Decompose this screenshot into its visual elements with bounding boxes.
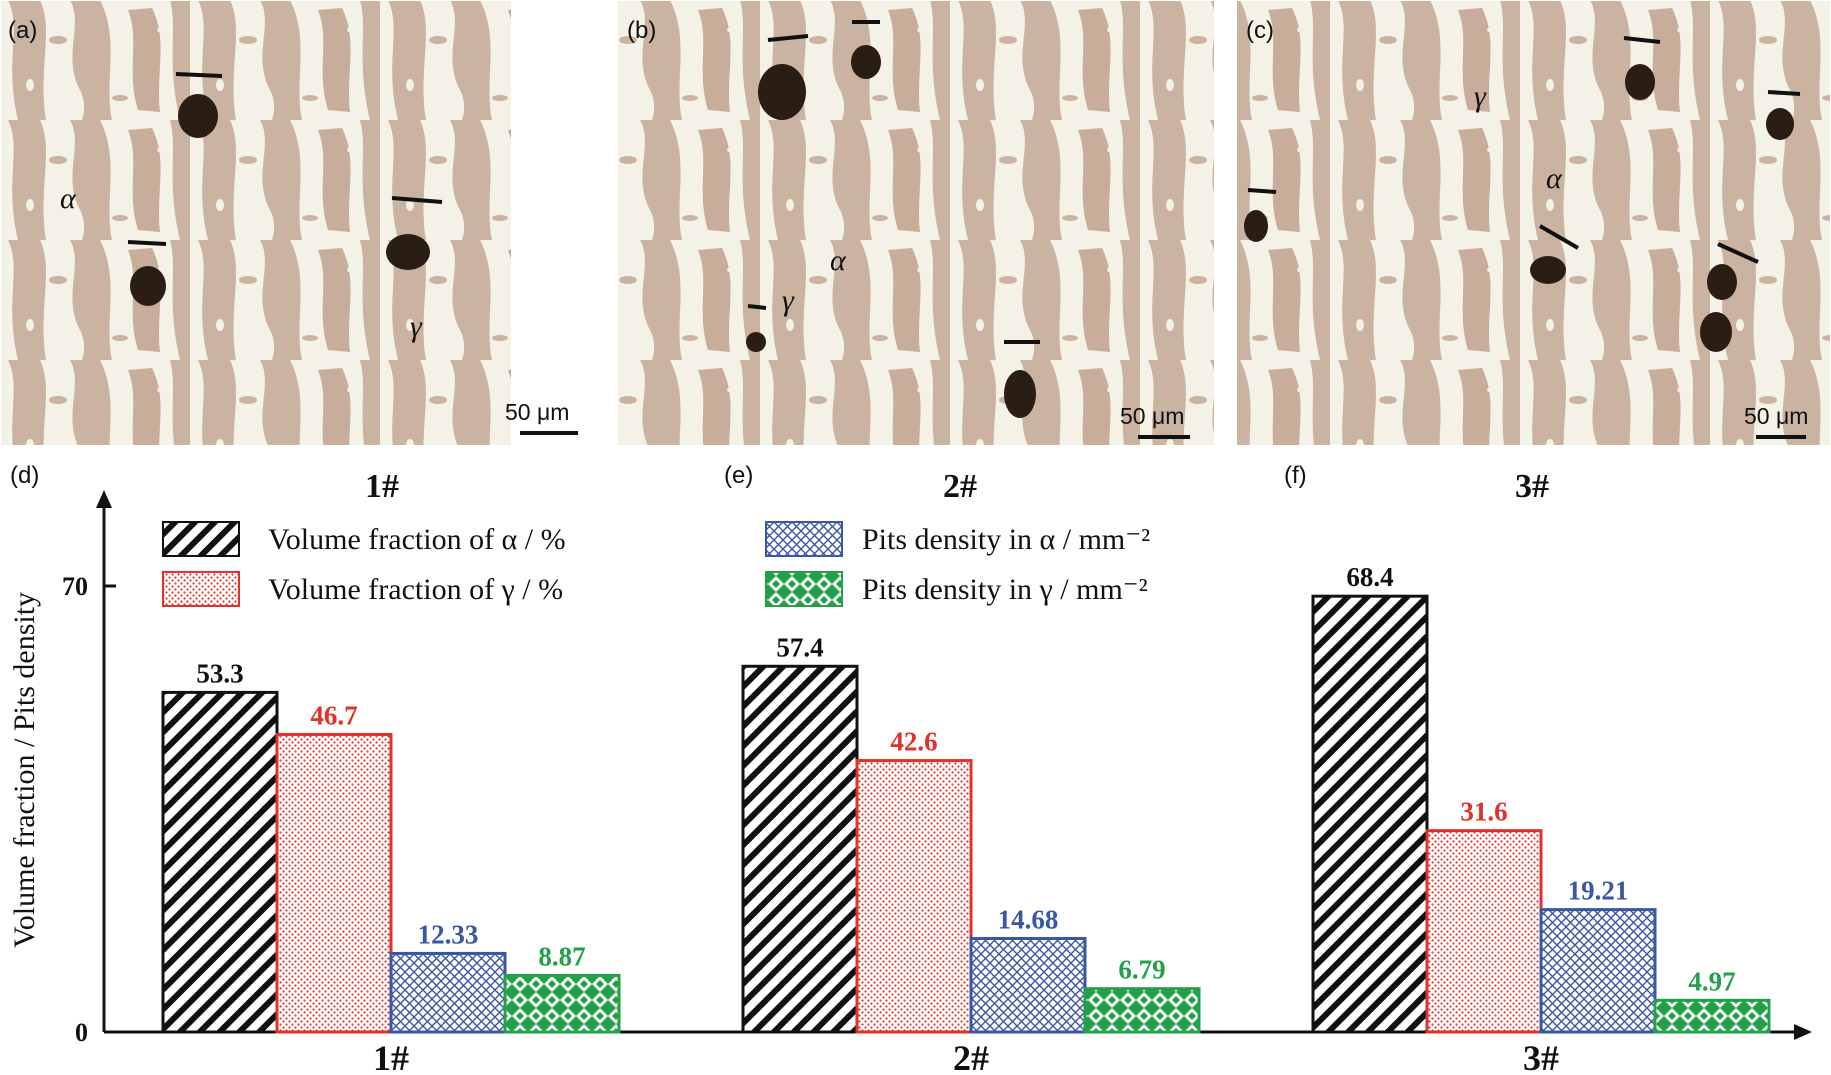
- value-label-gamma-volume-1: 46.7: [310, 700, 357, 730]
- value-label-alpha-volume-1: 53.3: [196, 658, 243, 688]
- legend: Volume fraction of α / % Volume fraction…: [162, 521, 1150, 607]
- bar-alpha-volume-2: [741, 664, 859, 1034]
- panel-letter-c: (c): [1246, 17, 1274, 44]
- corrosion-pit: [1004, 340, 1040, 418]
- value-label-gamma-pits-2: 6.79: [1118, 955, 1165, 985]
- corrosion-pit: [746, 304, 767, 352]
- phase-label-alpha-b: α: [830, 244, 847, 277]
- corrosion-pit: [127, 240, 167, 306]
- y-axis-title: Volume fraction / Pits density: [8, 592, 41, 948]
- bar-alpha-pits-3: [1539, 908, 1657, 1034]
- category-label-1: 1#: [373, 1038, 409, 1075]
- bars: [161, 594, 1771, 1034]
- legend-swatch-gamma-volume: [162, 571, 240, 607]
- panel-letter-f: (f): [1284, 462, 1307, 489]
- scale-bar-label-c: 50 μm: [1744, 403, 1808, 429]
- category-label-2: 2#: [953, 1038, 989, 1075]
- panel-letter-d: (d): [10, 462, 39, 489]
- corrosion-pit: [1700, 242, 1759, 352]
- value-labels: 53.3 46.7 12.33 8.87 57.4 42.6 14.68 6.79 68.4 31…: [196, 562, 1735, 996]
- corrosion-pit: [1766, 90, 1801, 140]
- corrosion-pit: [1530, 224, 1580, 284]
- corrosion-pit: [1623, 36, 1661, 100]
- legend-swatch-alpha-pits: [765, 521, 843, 557]
- value-label-alpha-volume-3: 68.4: [1346, 562, 1393, 592]
- legend-label-alpha-volume: Volume fraction of α / %: [268, 523, 566, 556]
- micrograph-a: (a) α γ 50 μm: [0, 0, 578, 447]
- corrosion-pit: [1244, 188, 1277, 242]
- phase-label-gamma-c: γ: [1474, 80, 1487, 113]
- bar-gamma-pits-3: [1653, 998, 1771, 1034]
- y-ticks: 0 70: [62, 572, 116, 1047]
- value-label-alpha-pits-2: 14.68: [998, 904, 1059, 934]
- bar-alpha-volume-3: [1311, 594, 1429, 1034]
- bar-alpha-pits-1: [389, 951, 507, 1034]
- legend-label-gamma-pits: Pits density in γ / mm⁻²: [862, 573, 1148, 606]
- corrosion-pit: [175, 72, 223, 138]
- bar-alpha-pits-2: [969, 936, 1087, 1034]
- y-tick-label: 70: [62, 572, 88, 601]
- sample-title-2: 2#: [943, 468, 977, 505]
- y-axis-arrow: [96, 490, 112, 508]
- sample-title-3: 3#: [1515, 468, 1549, 505]
- value-label-gamma-pits-3: 4.97: [1688, 966, 1735, 996]
- micrograph-c: (c) γ α 50 μm: [1235, 0, 1831, 447]
- corrosion-pit: [851, 20, 881, 79]
- bar-gamma-volume-2: [855, 759, 973, 1034]
- sample-title-1: 1#: [365, 468, 399, 505]
- bar-gamma-pits-2: [1083, 987, 1201, 1034]
- value-label-alpha-pits-1: 12.33: [418, 919, 479, 949]
- bar-alpha-volume-1: [161, 690, 279, 1034]
- phase-label-gamma-a: γ: [410, 310, 423, 343]
- bar-gamma-volume-3: [1425, 829, 1543, 1034]
- value-label-gamma-volume-2: 42.6: [890, 727, 937, 757]
- corrosion-pit: [386, 196, 443, 270]
- phase-label-gamma-b: γ: [782, 284, 795, 317]
- panel-letter-e: (e): [724, 462, 753, 489]
- scale-bar-label-a: 50 μm: [505, 399, 569, 425]
- phase-label-alpha-a: α: [60, 182, 77, 215]
- category-label-3: 3#: [1523, 1038, 1559, 1075]
- legend-label-alpha-pits: Pits density in α / mm⁻²: [862, 523, 1150, 556]
- bar-gamma-volume-1: [275, 732, 393, 1034]
- bar-gamma-pits-1: [503, 973, 621, 1034]
- micrograph-b: (b) α γ 50 μm: [616, 0, 1216, 447]
- value-label-gamma-pits-1: 8.87: [538, 941, 585, 971]
- corrosion-pit: [758, 34, 809, 120]
- legend-swatch-gamma-pits: [765, 571, 843, 607]
- value-label-alpha-pits-3: 19.21: [1568, 876, 1629, 906]
- x-axis-arrow: [1794, 1024, 1812, 1040]
- y-tick-label: 0: [75, 1018, 88, 1047]
- scale-bar-label-b: 50 μm: [1120, 403, 1184, 429]
- value-label-gamma-volume-3: 31.6: [1460, 797, 1507, 827]
- legend-label-gamma-volume: Volume fraction of γ / %: [268, 573, 563, 606]
- panel-letter-a: (a): [8, 17, 37, 44]
- phase-label-alpha-c: α: [1546, 162, 1563, 195]
- legend-swatch-alpha-volume: [162, 521, 240, 557]
- panel-letter-b: (b): [627, 17, 656, 44]
- category-labels: 1# 2# 3#: [373, 1038, 1559, 1075]
- value-label-alpha-volume-2: 57.4: [776, 632, 823, 662]
